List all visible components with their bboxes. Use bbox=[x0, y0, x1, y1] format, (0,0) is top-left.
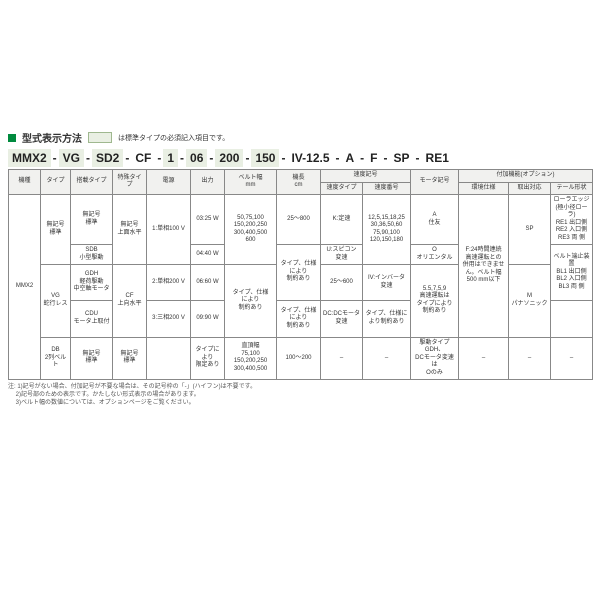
col-header: 出力 bbox=[191, 170, 225, 195]
table-cell: SP bbox=[509, 195, 551, 265]
col-header: 速度番号 bbox=[363, 182, 411, 195]
table-cell: 25～800 bbox=[277, 195, 321, 245]
table-cell: ベルト端止装置BL1 出口側BL2 入口側BL3 両 側 bbox=[551, 245, 593, 301]
col-header: 搭載タイプ bbox=[71, 170, 113, 195]
model-segment: F bbox=[366, 149, 381, 167]
section-title: 型式表示方法 は標準タイプの必須記入項目です。 bbox=[8, 130, 592, 145]
table-cell: – bbox=[551, 337, 593, 380]
model-segment: 1 bbox=[163, 149, 178, 167]
col-header: 機長cm bbox=[277, 170, 321, 195]
col-header: ベルト幅mm bbox=[225, 170, 277, 195]
table-cell bbox=[147, 337, 191, 380]
table-cell: Oオリエンタル bbox=[411, 245, 459, 265]
table-cell: 12,5,15,18,2530,36,50,6075,90,100120,150… bbox=[363, 195, 411, 265]
col-header: 速度タイプ bbox=[321, 182, 363, 195]
model-segment: MMX2 bbox=[8, 149, 51, 167]
table-cell: タイプ、仕様により制約あり bbox=[363, 301, 411, 337]
table-cell: タイプ、仕様により制約あり bbox=[277, 301, 321, 337]
table-cell: ローラエッジ(極小径ローラ)RE1 出口側RE2 入口側RE3 両 側 bbox=[551, 195, 593, 245]
table-cell: – bbox=[363, 337, 411, 380]
title-text: 型式表示方法 bbox=[22, 130, 82, 145]
table-cell: – bbox=[321, 337, 363, 380]
table-cell: A住友 bbox=[411, 195, 459, 245]
model-segment: 150 bbox=[251, 149, 279, 167]
table-cell: DB2列ベルト bbox=[41, 337, 71, 380]
table-cell: GDH軽荷駆動中空軸モータ bbox=[71, 265, 113, 301]
table-cell: 2:単相200 V bbox=[147, 265, 191, 301]
model-segment: 06 bbox=[186, 149, 207, 167]
table-cell: CF上向水平 bbox=[113, 265, 147, 338]
table-cell: 無記号上面水平 bbox=[113, 195, 147, 265]
table-cell: 無記号標準 bbox=[71, 195, 113, 245]
legend-note: は標準タイプの必須記入項目です。 bbox=[118, 133, 229, 143]
required-legend-chip bbox=[88, 132, 112, 143]
table-cell: VG蛇行レス bbox=[41, 265, 71, 338]
table-cell: 無記号標準 bbox=[41, 195, 71, 265]
col-header: 環境仕様 bbox=[459, 182, 509, 195]
table-cell: 09:90 W bbox=[191, 301, 225, 337]
title-marker-icon bbox=[8, 134, 16, 142]
table-cell: 無記号標準 bbox=[71, 337, 113, 380]
table-cell: F:24時間連続高速運転との併用はできません。ベルト幅500 mm以下 bbox=[459, 195, 509, 338]
model-segment: SD2 bbox=[92, 149, 123, 167]
table-cell: 5.5,7,5,9高速運転はタイプにより制約あり bbox=[411, 265, 459, 338]
spec-table: 機種タイプ搭載タイプ特殊タイプ電源出力ベルト幅mm機長cm速度記号モータ記号付加… bbox=[8, 169, 593, 380]
table-cell: 駆動タイプGDH、DCモータ変速はOのみ bbox=[411, 337, 459, 380]
table-cell: Mパナソニック bbox=[509, 265, 551, 338]
table-cell: CDUモータ上取付 bbox=[71, 301, 113, 337]
table-cell: – bbox=[459, 337, 509, 380]
model-segment: IV-12.5 bbox=[287, 149, 333, 167]
col-header: 機種 bbox=[9, 170, 41, 195]
table-cell: 100～200 bbox=[277, 337, 321, 380]
table-cell: SDB小型駆動 bbox=[71, 245, 113, 265]
table-cell: タイプ、仕様により制約あり bbox=[277, 245, 321, 301]
table-cell: 直頂幅75,100150,200,250300,400,500 bbox=[225, 337, 277, 380]
table-cell: IV:インバータ変速 bbox=[363, 265, 411, 301]
table-cell: 3:三相200 V bbox=[147, 301, 191, 337]
table-cell: – bbox=[509, 337, 551, 380]
table-cell: タイプにより限定あり bbox=[191, 337, 225, 380]
model-segment: 200 bbox=[215, 149, 243, 167]
model-segment: VG bbox=[59, 149, 84, 167]
table-cell: 25～600 bbox=[321, 265, 363, 301]
table-cell: K:定速 bbox=[321, 195, 363, 245]
col-header: タイプ bbox=[41, 170, 71, 195]
table-cell: 1:単相100 V bbox=[147, 195, 191, 265]
table-cell: タイプ、仕様により制約あり bbox=[225, 265, 277, 338]
model-segment: RE1 bbox=[422, 149, 453, 167]
col-header: 特殊タイプ bbox=[113, 170, 147, 195]
footnotes: 注: 1)記号がない場合、付加記号が不要な場合は、その記号枠の「-」(ハイフン)… bbox=[8, 384, 592, 407]
model-segment: CF bbox=[131, 149, 155, 167]
col-header: 付加機能(オプション) bbox=[459, 170, 593, 183]
model-segment: SP bbox=[390, 149, 414, 167]
table-cell: 06:60 W bbox=[191, 265, 225, 301]
table-cell: 03:25 W bbox=[191, 195, 225, 245]
col-header: 電源 bbox=[147, 170, 191, 195]
table-cell: U:スピコン変速 bbox=[321, 245, 363, 265]
col-header: 取出対応 bbox=[509, 182, 551, 195]
table-cell: 50,75,100150,200,250300,400,500600 bbox=[225, 195, 277, 265]
table-cell: 無記号標準 bbox=[113, 337, 147, 380]
table-cell: DC:DCモータ変速 bbox=[321, 301, 363, 337]
model-code-row: MMX2-VG-SD2-CF-1-06-200-150-IV-12.5-A-F-… bbox=[8, 149, 592, 167]
table-cell: 04:40 W bbox=[191, 245, 225, 265]
model-segment: A bbox=[342, 149, 359, 167]
col-header: 速度記号 bbox=[321, 170, 411, 183]
col-header: モータ記号 bbox=[411, 170, 459, 195]
col-header: テール形状 bbox=[551, 182, 593, 195]
table-cell: MMX2 bbox=[9, 195, 41, 380]
